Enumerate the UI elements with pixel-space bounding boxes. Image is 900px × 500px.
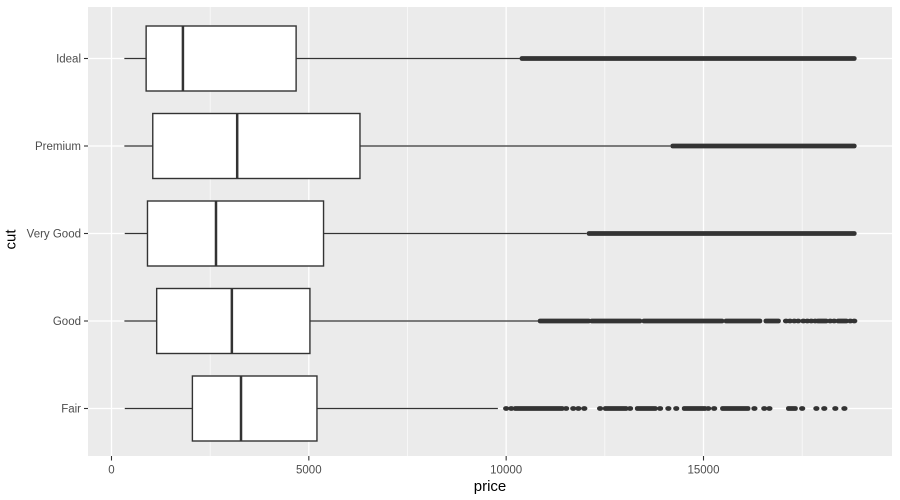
outlier-dot-fair-4: [575, 406, 582, 411]
outlier-dot-fair-8: [656, 406, 664, 411]
outlier-dot-fair-2: [563, 406, 570, 411]
y-tick-label-very-good: Very Good: [27, 229, 81, 241]
outlier-dot-good-3: [795, 318, 802, 324]
x-axis-title: price: [473, 478, 507, 495]
outlier-dot-fair-15: [766, 406, 773, 411]
outlier-dot-fair-5: [581, 406, 588, 411]
outlier-dot-good-9: [831, 318, 838, 324]
outlier-dot-fair-11: [705, 406, 712, 411]
y-tick-label-good: Good: [53, 316, 81, 328]
outlier-dot-good-11: [851, 318, 858, 324]
x-tick-label-1: 5000: [296, 465, 322, 477]
outlier-dot-fair-1: [508, 406, 515, 411]
y-tick-label-ideal: Ideal: [56, 54, 81, 66]
y-tick-label-premium: Premium: [35, 141, 81, 153]
box-premium: [152, 112, 361, 180]
outlier-dot-fair-16: [799, 406, 806, 411]
outlier-dot-fair-18: [821, 406, 828, 411]
y-axis-title: cut: [2, 229, 20, 250]
x-tick-label-0: 0: [108, 465, 114, 477]
box-good: [155, 287, 311, 355]
outlier-dot-fair-7: [626, 406, 634, 411]
outlier-dot-fair-19: [832, 406, 839, 411]
outlier-dot-good-7: [812, 318, 819, 324]
outlier-dot-fair-12: [711, 406, 718, 411]
outlier-dot-fair-0: [503, 406, 510, 411]
outlier-dot-fair-13: [751, 406, 758, 411]
outlier-dot-fair-14: [761, 406, 768, 411]
outlier-dot-good-1: [786, 318, 794, 324]
box-fair: [191, 375, 318, 442]
outlier-dot-fair-10: [673, 406, 680, 411]
outlier-dot-fair-17: [813, 406, 820, 411]
outlier-dot-fair-20: [841, 406, 848, 411]
y-tick-label-fair: Fair: [61, 404, 81, 416]
x-tick-label-3: 15000: [688, 465, 720, 477]
outlier-dot-fair-3: [570, 406, 577, 411]
x-tick-label-2: 10000: [490, 465, 522, 477]
box-ideal: [145, 25, 297, 92]
outlier-dot-fair-9: [665, 406, 672, 411]
outlier-dot-fair-6: [596, 406, 604, 411]
box-very-good: [146, 200, 325, 267]
